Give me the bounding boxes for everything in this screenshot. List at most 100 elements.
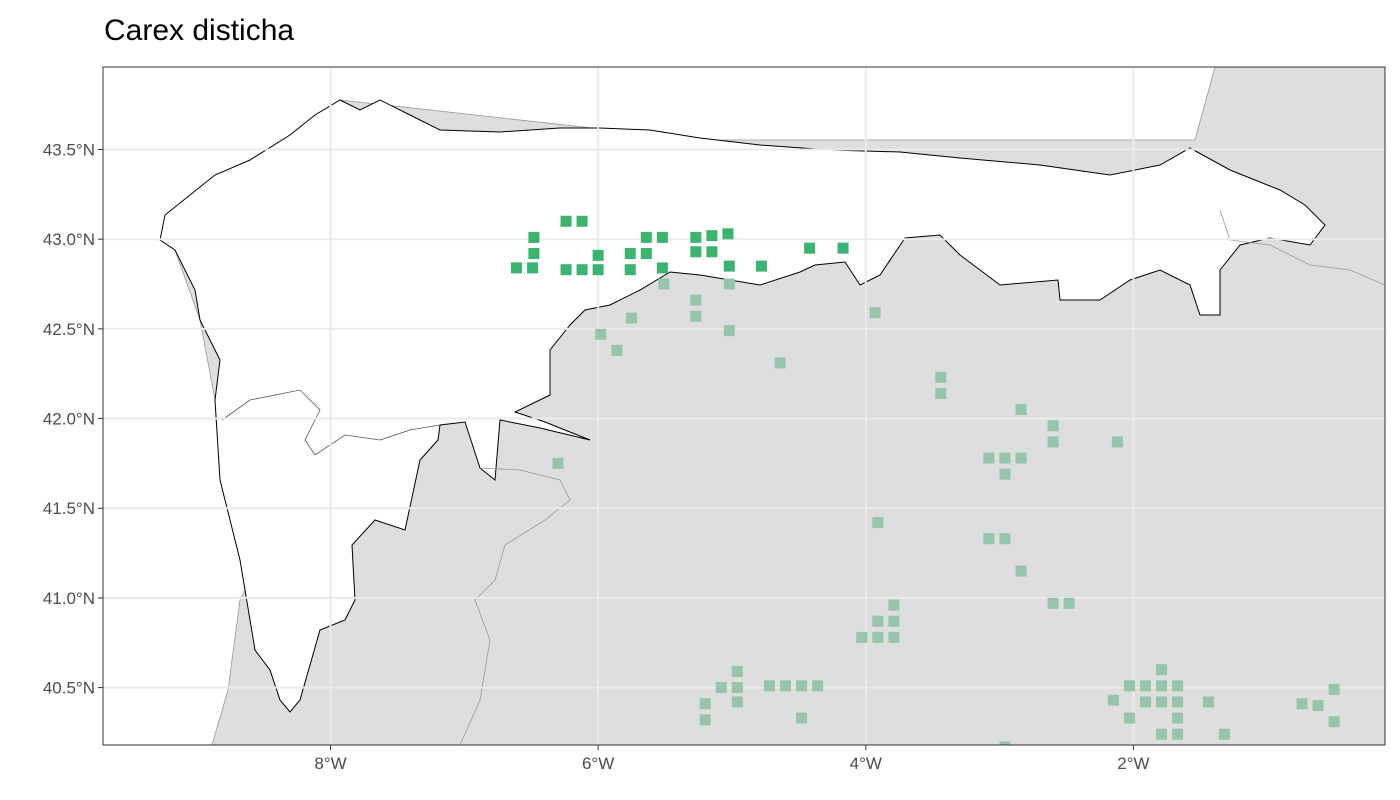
- point-outside-study-area: [796, 680, 808, 692]
- point-outside-study-area: [983, 452, 995, 464]
- point-outside-study-area: [869, 307, 881, 319]
- point-outside-study-area: [763, 680, 775, 692]
- point-outside-study-area: [774, 357, 786, 369]
- point-outside-study-area: [731, 696, 743, 708]
- point-outside-study-area: [999, 468, 1011, 480]
- point-outside-study-area: [999, 741, 1011, 745]
- x-tick-label: 6°W: [582, 754, 614, 773]
- point-inside-study-area: [560, 215, 572, 227]
- point-inside-study-area: [640, 248, 652, 260]
- y-tick-label: 42.0°N: [43, 410, 95, 429]
- point-inside-study-area: [706, 230, 718, 242]
- point-outside-study-area: [611, 344, 623, 356]
- point-outside-study-area: [715, 682, 727, 694]
- point-inside-study-area: [755, 260, 767, 272]
- point-inside-study-area: [837, 242, 849, 254]
- point-inside-study-area: [560, 264, 572, 276]
- point-inside-study-area: [576, 264, 588, 276]
- point-inside-study-area: [576, 215, 588, 227]
- point-outside-study-area: [723, 325, 735, 337]
- point-outside-study-area: [1107, 694, 1119, 706]
- point-outside-study-area: [1063, 597, 1075, 609]
- point-outside-study-area: [1172, 696, 1184, 708]
- point-inside-study-area: [723, 260, 735, 272]
- point-outside-study-area: [935, 387, 947, 399]
- point-outside-study-area: [1123, 680, 1135, 692]
- occurrence-points: [511, 215, 1340, 745]
- point-outside-study-area: [1156, 664, 1168, 676]
- point-outside-study-area: [872, 517, 884, 529]
- point-outside-study-area: [626, 312, 638, 324]
- point-inside-study-area: [640, 231, 652, 243]
- point-outside-study-area: [779, 680, 791, 692]
- y-tick-label: 43.0°N: [43, 230, 95, 249]
- point-inside-study-area: [656, 262, 668, 274]
- point-outside-study-area: [856, 631, 868, 643]
- region-boundary: [1219, 209, 1385, 286]
- point-outside-study-area: [1172, 680, 1184, 692]
- x-tick-label: 8°W: [314, 754, 346, 773]
- point-outside-study-area: [1111, 436, 1123, 448]
- point-outside-study-area: [983, 533, 995, 545]
- point-inside-study-area: [722, 228, 734, 240]
- point-inside-study-area: [527, 262, 539, 274]
- point-outside-study-area: [999, 533, 1011, 545]
- point-outside-study-area: [1202, 696, 1214, 708]
- point-outside-study-area: [1047, 436, 1059, 448]
- point-inside-study-area: [528, 248, 540, 260]
- point-outside-study-area: [1015, 565, 1027, 577]
- map-title: Carex disticha: [104, 14, 295, 47]
- y-tick-label: 41.0°N: [43, 589, 95, 608]
- y-tick-label: 40.5°N: [43, 679, 95, 698]
- point-outside-study-area: [731, 682, 743, 694]
- point-outside-study-area: [935, 371, 947, 383]
- y-tick-label: 41.5°N: [43, 499, 95, 518]
- point-outside-study-area: [699, 714, 711, 726]
- x-tick-label: 4°W: [850, 754, 882, 773]
- point-inside-study-area: [592, 264, 604, 276]
- point-outside-study-area: [699, 698, 711, 710]
- point-outside-study-area: [1047, 597, 1059, 609]
- point-outside-study-area: [888, 631, 900, 643]
- point-outside-study-area: [1156, 728, 1168, 740]
- point-outside-study-area: [1172, 712, 1184, 724]
- point-outside-study-area: [1172, 728, 1184, 740]
- point-outside-study-area: [888, 599, 900, 611]
- region-boundary: [221, 389, 441, 456]
- point-inside-study-area: [706, 246, 718, 258]
- point-inside-study-area: [656, 231, 668, 243]
- point-outside-study-area: [812, 680, 824, 692]
- x-tick-label: 2°W: [1117, 754, 1149, 773]
- point-inside-study-area: [592, 249, 604, 261]
- point-inside-study-area: [528, 231, 540, 243]
- point-outside-study-area: [1296, 698, 1308, 710]
- point-outside-study-area: [595, 328, 607, 340]
- point-outside-study-area: [731, 665, 743, 677]
- study-area-polygon: [159, 99, 1326, 713]
- y-tick-label: 43.5°N: [43, 141, 95, 160]
- point-outside-study-area: [723, 278, 735, 290]
- point-outside-study-area: [1218, 728, 1230, 740]
- region-boundary: [459, 467, 571, 745]
- y-tick-label: 42.5°N: [43, 320, 95, 339]
- point-outside-study-area: [1015, 404, 1027, 416]
- point-outside-study-area: [1047, 420, 1059, 432]
- point-inside-study-area: [690, 246, 702, 258]
- point-outside-study-area: [690, 310, 702, 322]
- point-outside-study-area: [1156, 680, 1168, 692]
- point-outside-study-area: [796, 712, 808, 724]
- point-outside-study-area: [690, 294, 702, 306]
- point-inside-study-area: [511, 262, 523, 274]
- point-outside-study-area: [1312, 700, 1324, 712]
- point-outside-study-area: [1139, 696, 1151, 708]
- point-outside-study-area: [888, 615, 900, 627]
- point-outside-study-area: [1123, 712, 1135, 724]
- point-outside-study-area: [1156, 696, 1168, 708]
- panel-border: [102, 66, 1386, 746]
- point-outside-study-area: [658, 278, 670, 290]
- point-outside-study-area: [552, 457, 564, 469]
- point-inside-study-area: [624, 248, 636, 260]
- point-inside-study-area: [624, 264, 636, 276]
- point-outside-study-area: [999, 452, 1011, 464]
- point-outside-study-area: [1015, 452, 1027, 464]
